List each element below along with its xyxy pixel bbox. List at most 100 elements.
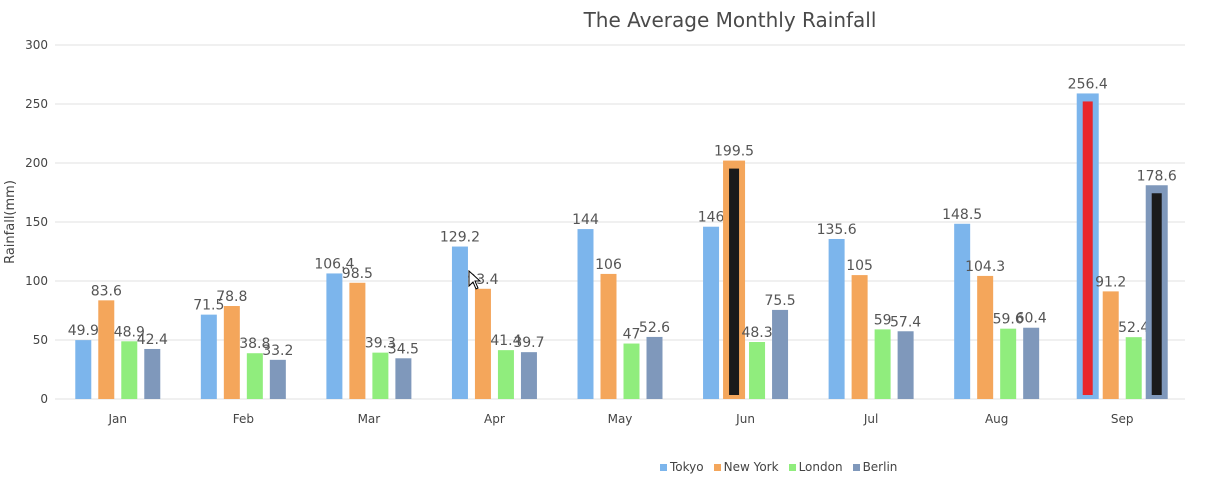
- bar: [623, 343, 640, 399]
- legend-swatch: [660, 463, 667, 471]
- bar: [1023, 327, 1040, 399]
- x-tick-label: Aug: [985, 412, 1008, 426]
- legend-item[interactable]: Berlin: [852, 460, 898, 474]
- bar: [1125, 337, 1142, 399]
- bar: [828, 238, 845, 399]
- y-tick-label: 250: [25, 97, 48, 111]
- data-label: 47: [623, 327, 641, 343]
- bar: [474, 288, 491, 399]
- bar: [98, 300, 115, 399]
- y-tick-label: 300: [25, 38, 48, 52]
- bar: [144, 348, 161, 399]
- x-tick-label: Sep: [1111, 412, 1134, 426]
- bar: [1000, 328, 1017, 399]
- y-tick-label: 100: [25, 274, 48, 288]
- bar-highlight-inner: [1151, 193, 1162, 395]
- bar: [749, 342, 766, 399]
- data-label: 199.5: [714, 144, 754, 160]
- data-label: 38.8: [239, 336, 270, 352]
- legend-item[interactable]: London: [788, 460, 843, 474]
- bar: [223, 306, 240, 399]
- x-tick-label: Jul: [863, 412, 878, 426]
- data-label: 52.6: [639, 320, 670, 336]
- data-label: 48.9: [114, 324, 145, 340]
- data-label: 148.5: [942, 207, 982, 223]
- legend: Tokyo New York London Berlin: [660, 458, 897, 476]
- data-label: 39.3: [365, 336, 396, 352]
- bar: [497, 350, 514, 399]
- data-label: 60.4: [1016, 311, 1047, 327]
- data-label: 135.6: [817, 222, 857, 238]
- data-label: 146: [698, 210, 725, 226]
- bar: [520, 352, 537, 399]
- data-label: 106.4: [314, 256, 354, 272]
- data-label: 41.4: [490, 333, 521, 349]
- x-tick-label: Feb: [233, 412, 254, 426]
- mouse-pointer-icon: [468, 270, 482, 290]
- legend-swatch: [713, 463, 721, 471]
- bar: [1102, 291, 1119, 399]
- bar: [200, 314, 217, 399]
- bar: [897, 331, 914, 399]
- data-label: 144: [572, 212, 599, 228]
- data-label: 91.2: [1095, 274, 1126, 290]
- data-label: 106: [595, 257, 622, 273]
- data-label: 59: [874, 312, 892, 328]
- data-label: 34.5: [388, 341, 419, 357]
- legend-item[interactable]: Tokyo: [660, 460, 704, 474]
- bar: [977, 275, 994, 399]
- data-label: 49.9: [68, 323, 99, 339]
- bar: [600, 273, 617, 399]
- data-label: 57.4: [890, 314, 921, 330]
- bar: [851, 275, 868, 399]
- data-label: 75.5: [764, 293, 795, 309]
- data-label: 48.3: [741, 325, 772, 341]
- bar: [772, 309, 789, 399]
- bar: [269, 359, 286, 399]
- bar: [372, 352, 389, 399]
- bar: [451, 246, 468, 399]
- bar: [874, 329, 891, 399]
- y-tick-label: 150: [25, 215, 48, 229]
- bar: [395, 358, 412, 399]
- bar: [349, 282, 366, 399]
- x-tick-label: May: [608, 412, 633, 426]
- bar-highlight-inner: [729, 168, 740, 395]
- data-label: 104.3: [965, 259, 1005, 275]
- y-tick-label: 0: [40, 392, 48, 406]
- bar: [577, 229, 594, 399]
- legend-swatch: [852, 463, 860, 471]
- legend-label: New York: [723, 460, 779, 474]
- data-label: 52.4: [1118, 320, 1149, 336]
- data-label: 98.5: [342, 266, 373, 282]
- y-axis-label: Rainfall(mm): [3, 180, 18, 264]
- data-label: 256.4: [1068, 76, 1108, 92]
- legend-label: Tokyo: [670, 460, 704, 474]
- x-tick-label: Mar: [358, 412, 381, 426]
- bar: [954, 223, 971, 399]
- legend-label: Berlin: [862, 460, 898, 474]
- y-tick-label: 50: [33, 333, 48, 347]
- x-tick-label: Jun: [735, 412, 755, 426]
- data-label: 39.7: [513, 335, 544, 351]
- data-label: 178.6: [1137, 168, 1177, 184]
- chart-title: The Average Monthly Rainfall: [583, 8, 877, 32]
- x-tick-label: Jan: [108, 412, 128, 426]
- x-tick-label: Apr: [484, 412, 505, 426]
- bar: [703, 226, 720, 399]
- data-label: 59.6: [993, 312, 1024, 328]
- data-label: 78.8: [216, 289, 247, 305]
- legend-item[interactable]: New York: [713, 460, 779, 474]
- y-tick-label: 200: [25, 156, 48, 170]
- data-label: 42.4: [137, 332, 168, 348]
- legend-swatch: [788, 463, 796, 471]
- bar: [246, 353, 263, 399]
- data-label: 129.2: [440, 230, 480, 246]
- data-label: 83.6: [91, 283, 122, 299]
- bar: [75, 340, 92, 399]
- bar-highlight-inner: [1082, 101, 1093, 395]
- data-label: 33.2: [262, 343, 293, 359]
- bar: [326, 273, 343, 399]
